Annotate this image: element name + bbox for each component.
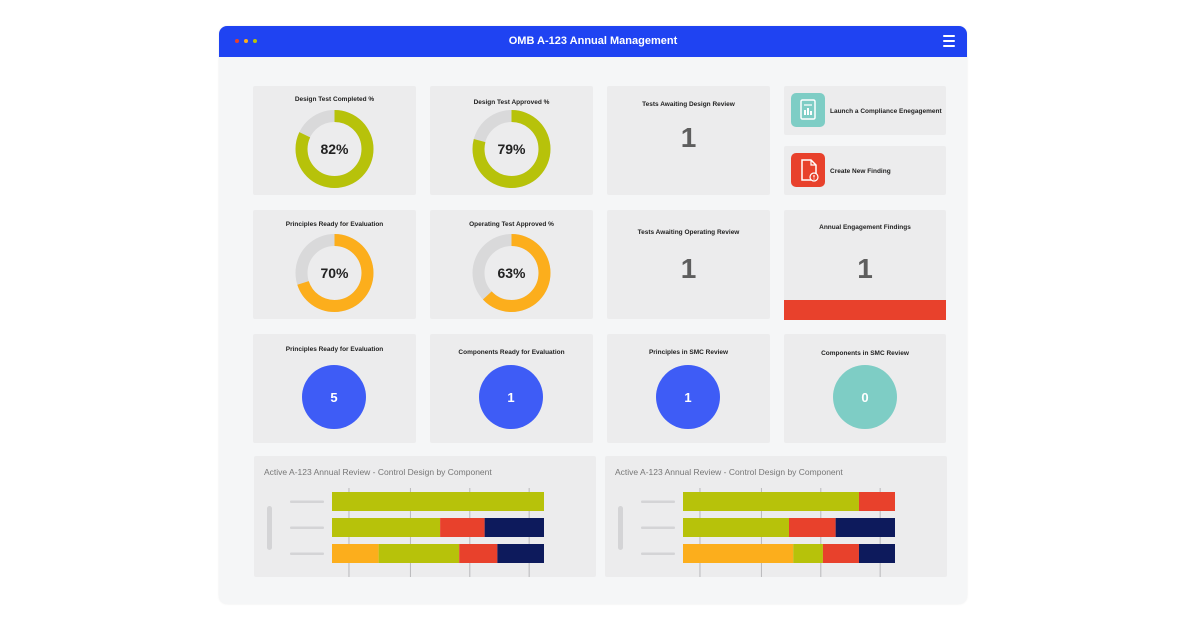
stacked-bar-chart <box>618 488 895 577</box>
category-label-placeholder <box>290 526 324 529</box>
chart-title: Active A-123 Annual Review - Control Des… <box>264 467 492 477</box>
action-label: Create New Finding <box>830 168 891 175</box>
chart-title: Active A-123 Annual Review - Control Des… <box>615 467 843 477</box>
findings-alert-bar <box>784 300 946 320</box>
card-title: Operating Test Approved % <box>469 221 554 228</box>
circle-card-components-ready: Components Ready for Evaluation 1 <box>430 334 593 443</box>
donut-percent-label: 63% <box>497 265 526 281</box>
bar-segment <box>683 518 789 537</box>
create-new-finding-button[interactable]: Create New Finding <box>784 146 946 195</box>
card-title: Principles in SMC Review <box>648 349 729 356</box>
donut-card-principles-ready: Principles Ready for Evaluation 70% <box>253 210 416 319</box>
donut-chart: 63% <box>472 234 551 312</box>
count-circle: 1 <box>479 365 543 429</box>
bar-segment <box>858 544 895 563</box>
donut-value-arc <box>472 234 551 312</box>
card-title: Principles Ready for Evaluation <box>285 346 384 353</box>
count-circle: 1 <box>656 365 720 429</box>
count-card-engagement-findings: Annual Engagement Findings 1 <box>784 210 946 320</box>
donut-chart: 70% <box>295 234 374 312</box>
donut-percent-label: 79% <box>497 141 526 157</box>
card-title: Annual Engagement Findings <box>819 224 911 231</box>
count-value: 1 <box>680 122 697 153</box>
donut-card-operating-approved: Operating Test Approved % 63% <box>430 210 593 319</box>
bar-segment <box>683 544 794 563</box>
bar-segment <box>793 544 823 563</box>
close-dot-icon[interactable] <box>235 39 239 43</box>
card-title: Design Test Completed % <box>294 96 375 103</box>
bar-segment <box>378 544 460 563</box>
category-label-placeholder <box>641 552 675 555</box>
card-title: Tests Awaiting Operating Review <box>637 229 740 236</box>
donut-percent-label: 82% <box>320 141 349 157</box>
card-title: Principles Ready for Evaluation <box>285 221 384 228</box>
category-label-placeholder <box>641 500 675 503</box>
bar-segment <box>497 544 544 563</box>
circle-card-principles-smc: Principles in SMC Review 1 <box>607 334 770 443</box>
count-circle: 5 <box>302 365 366 429</box>
chart-scroll-handle[interactable] <box>618 506 623 550</box>
bar-segment <box>683 492 859 511</box>
chart-document-icon <box>791 93 825 127</box>
dashboard-window: OMB A-123 Annual Management Design Test … <box>219 26 967 604</box>
minimize-dot-icon[interactable] <box>244 39 248 43</box>
donut-card-design-approved: Design Test Approved % 79% <box>430 86 593 195</box>
stacked-bar-chart <box>267 488 544 577</box>
bar-segment <box>332 518 441 537</box>
bar-segment <box>789 518 836 537</box>
hamburger-menu-icon[interactable] <box>943 35 955 47</box>
count-circle: 0 <box>833 365 897 429</box>
bar-segment <box>835 518 895 537</box>
donut-value-arc <box>295 110 374 188</box>
bar-segment <box>440 518 485 537</box>
bar-segment <box>484 518 544 537</box>
maximize-dot-icon[interactable] <box>253 39 257 43</box>
count-card-operating-review: Tests Awaiting Operating Review 1 <box>607 210 770 319</box>
control-design-chart-card-left: Active A-123 Annual Review - Control Des… <box>254 456 596 577</box>
circle-card-components-smc: Components in SMC Review 0 <box>784 334 946 443</box>
donut-card-design-completed: Design Test Completed % 82% <box>253 86 416 195</box>
donut-chart: 82% <box>295 110 374 188</box>
document-alert-icon <box>791 153 825 187</box>
chart-scroll-handle[interactable] <box>267 506 272 550</box>
donut-chart: 79% <box>472 110 551 188</box>
bar-segment <box>332 544 379 563</box>
count-card-design-review: Tests Awaiting Design Review 1 <box>607 86 770 195</box>
control-design-chart-card-right: Active A-123 Annual Review - Control Des… <box>605 456 947 577</box>
bar-segment <box>332 492 544 511</box>
launch-compliance-engagement-button[interactable]: Launch a Compliance Enegagement <box>784 86 946 135</box>
card-title: Components Ready for Evaluation <box>458 349 565 356</box>
window-controls <box>235 39 257 43</box>
window-title: OMB A-123 Annual Management <box>508 35 678 47</box>
category-label-placeholder <box>290 500 324 503</box>
bar-segment <box>858 492 895 511</box>
category-label-placeholder <box>290 552 324 555</box>
count-value: 1 <box>857 253 873 284</box>
card-title: Tests Awaiting Design Review <box>642 101 735 108</box>
circle-card-principles-ready: Principles Ready for Evaluation 5 <box>253 334 416 443</box>
title-bar: OMB A-123 Annual Management <box>219 26 967 57</box>
bar-segment <box>822 544 859 563</box>
count-value: 1 <box>680 253 697 284</box>
action-label: Launch a Compliance Enegagement <box>830 108 942 115</box>
donut-percent-label: 70% <box>320 265 349 281</box>
donut-value-arc <box>295 234 374 312</box>
category-label-placeholder <box>641 526 675 529</box>
card-title: Design Test Approved % <box>473 99 550 106</box>
bar-segment <box>459 544 498 563</box>
card-title: Components in SMC Review <box>821 350 909 357</box>
donut-value-arc <box>472 110 551 188</box>
